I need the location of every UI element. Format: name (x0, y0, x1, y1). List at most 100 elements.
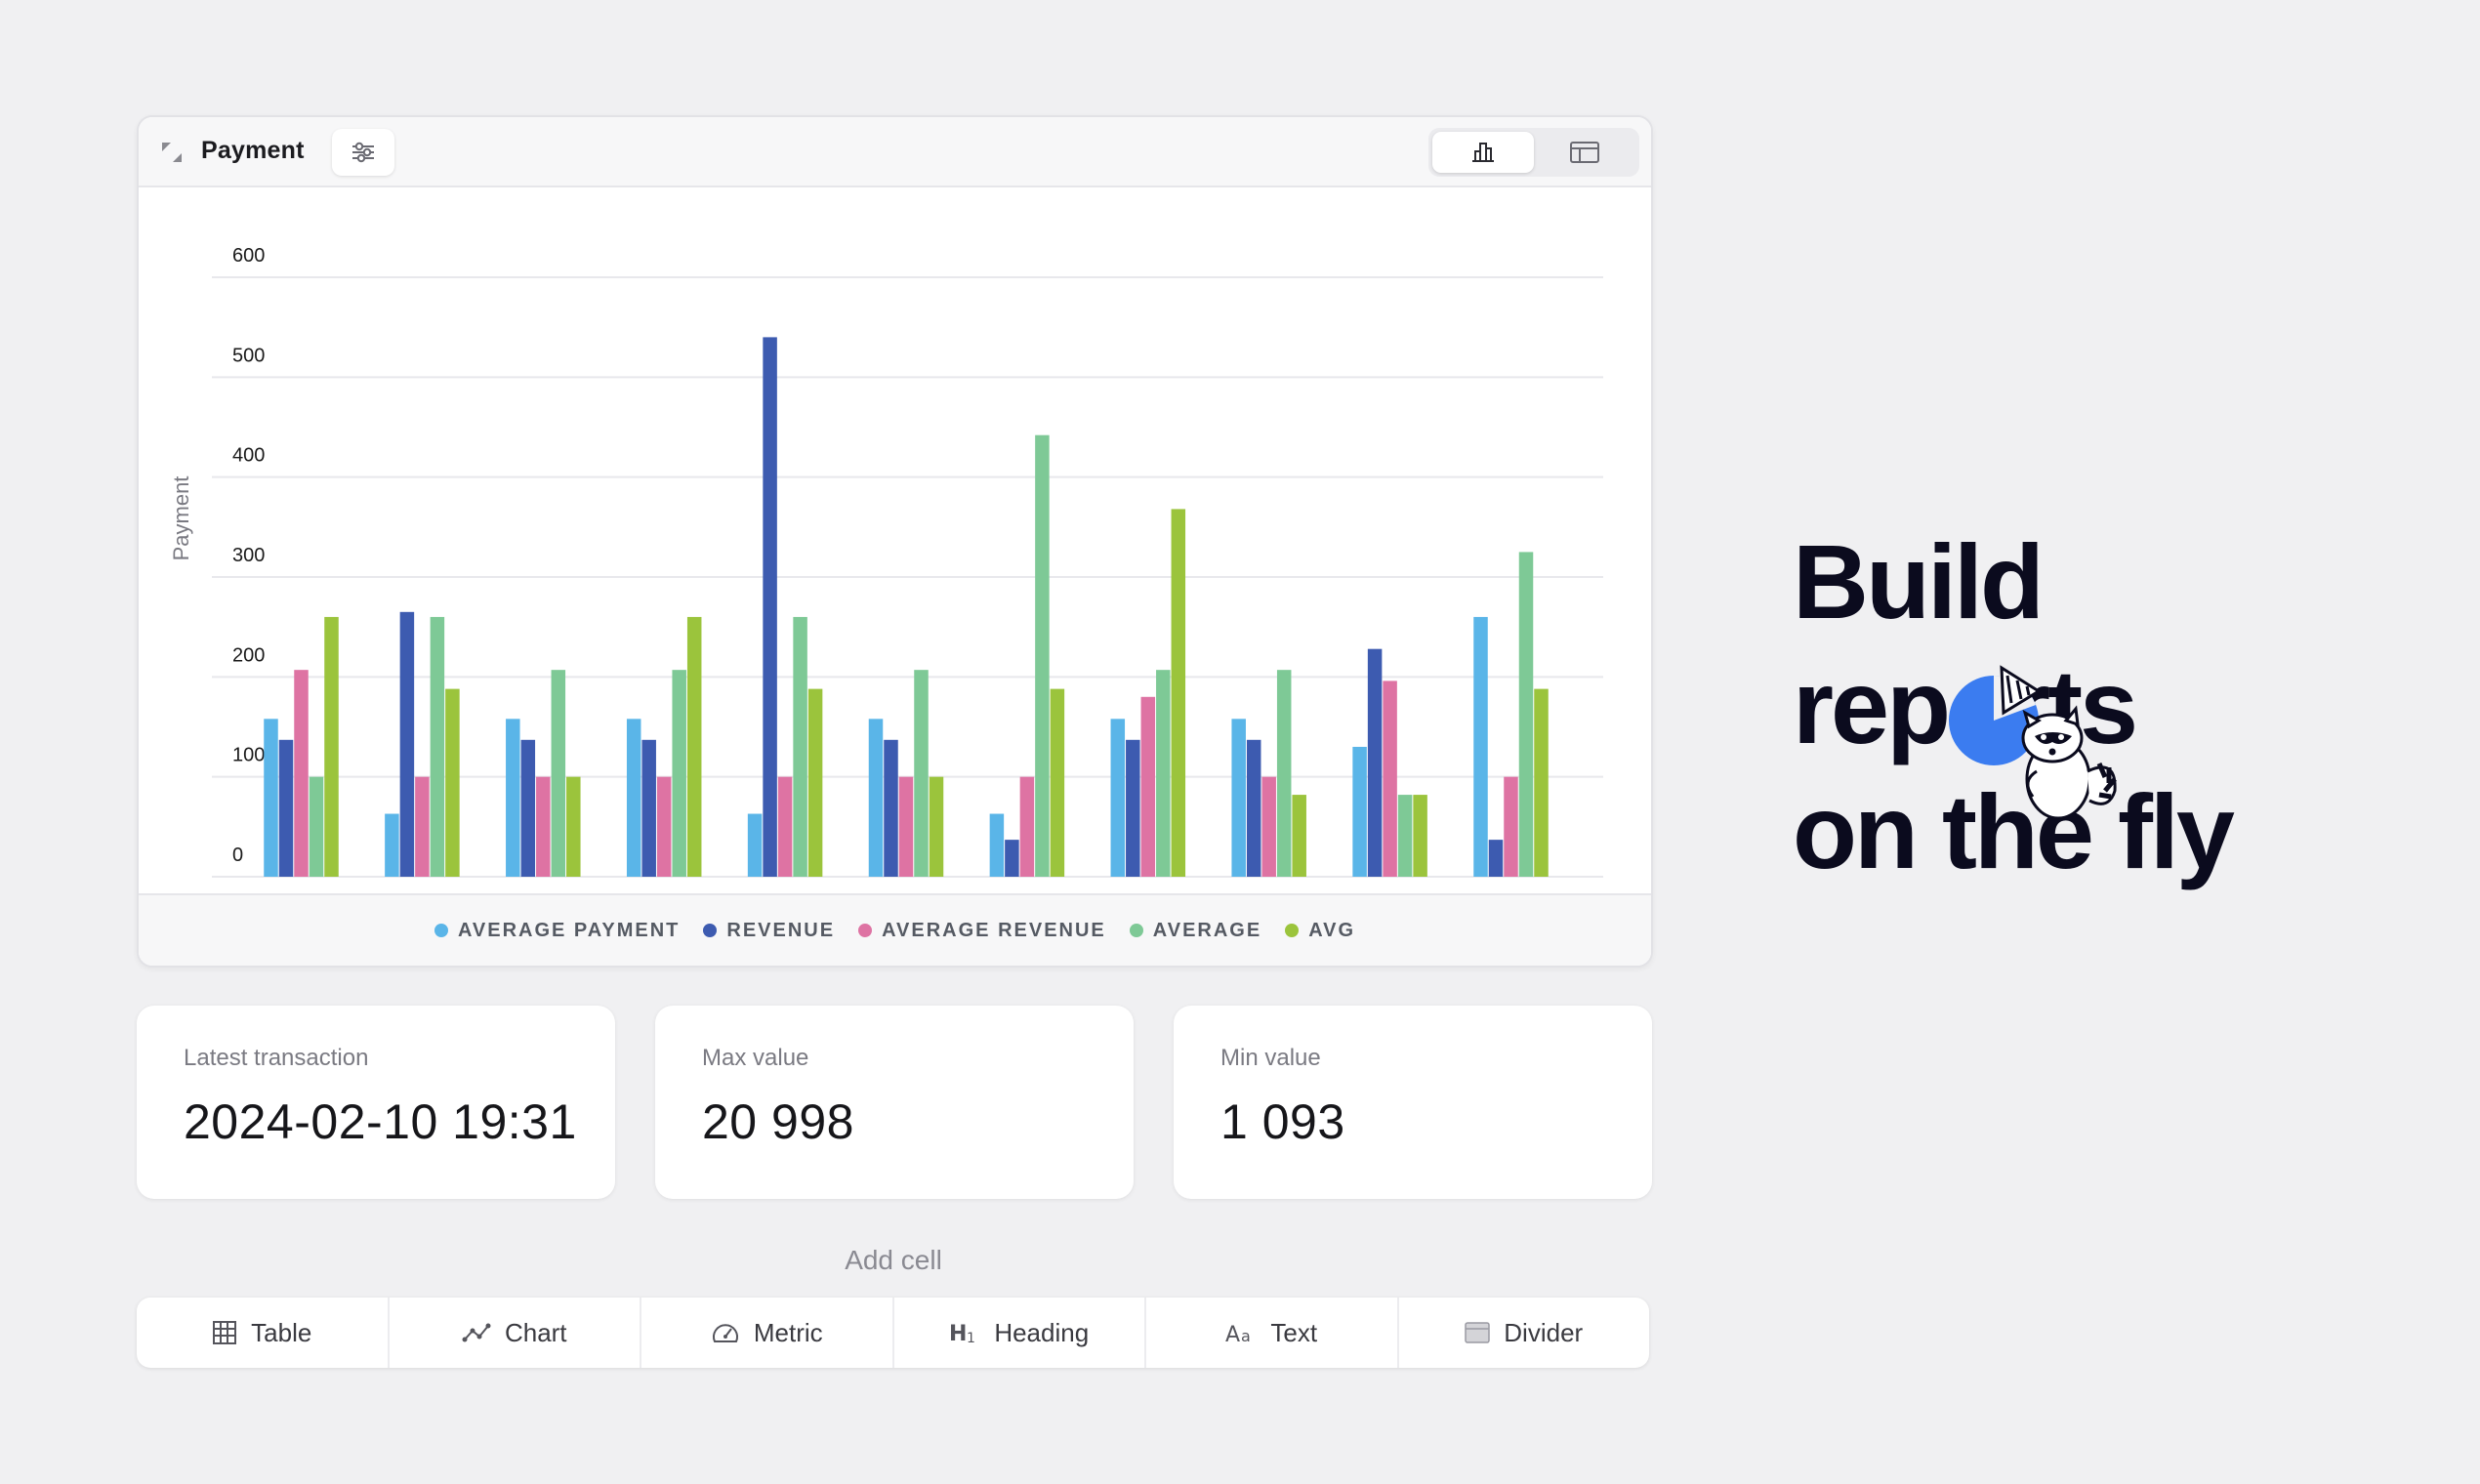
bar (1171, 509, 1186, 877)
legend-label: AVERAGE REVENUE (882, 919, 1106, 941)
y-tick-label: 200 (232, 644, 265, 666)
divider-icon (1465, 1322, 1491, 1343)
chart-legend: AVERAGE PAYMENT REVENUE AVERAGE REVENUE AVE… (139, 893, 1651, 966)
bar-chart: 0 100 200 300 400 500 600 Payment 2004 2005 2006 20… (169, 245, 1603, 895)
metric-label: Latest transaction (184, 1045, 369, 1071)
bar (868, 719, 884, 877)
bar (929, 776, 944, 877)
x-tick-label: 2011 (1247, 890, 1293, 895)
bar (1488, 840, 1504, 877)
bar (1035, 434, 1050, 877)
bar (1246, 739, 1261, 877)
x-tick-label: 2008 (762, 890, 809, 895)
card-header: Payment (139, 117, 1651, 187)
bar (1473, 616, 1488, 877)
bar (807, 688, 823, 877)
bar (1140, 696, 1156, 877)
metric-card-latest-transaction[interactable]: Latest transaction 2024-02-10 19:31 (137, 1006, 615, 1199)
bar (1019, 776, 1035, 877)
legend-item[interactable]: AVG (1285, 920, 1355, 942)
view-toggle (1428, 128, 1639, 177)
bar (430, 616, 445, 877)
legend-label: AVG (1308, 919, 1356, 941)
bar (385, 813, 399, 877)
x-tick-label: 2008 (883, 890, 930, 895)
x-tick-label: 2006 (519, 890, 567, 895)
bar (1156, 670, 1171, 877)
bar (763, 337, 777, 877)
legend-item[interactable]: AVERAGE (1129, 920, 1261, 942)
legend-label: AVERAGE PAYMENT (457, 919, 681, 941)
bar (1397, 795, 1413, 877)
bar (626, 719, 641, 877)
metric-card-max-value[interactable]: Max value 20 998 (655, 1006, 1134, 1199)
add-cell-label: Add cell (845, 1245, 942, 1275)
svg-text:1: 1 (967, 1331, 975, 1344)
payment-chart-card: Payment (137, 115, 1653, 968)
add-metric-button[interactable]: Metric (641, 1298, 894, 1368)
bar (1005, 840, 1019, 877)
bar (793, 616, 807, 877)
bar (747, 813, 763, 877)
bar (1383, 680, 1397, 877)
bar (1110, 719, 1126, 877)
add-chart-button[interactable]: Chart (390, 1298, 641, 1368)
raccoon-pie-icon (1949, 665, 2117, 820)
gauge-icon (712, 1324, 738, 1342)
add-cell-toolbar: Table Chart Metric H 1 Heading A a Text (137, 1298, 1649, 1368)
legend-item[interactable]: AVERAGE PAYMENT (434, 920, 680, 942)
chart-view-button[interactable] (1432, 132, 1534, 173)
add-text-label: Text (1270, 1317, 1318, 1347)
bar (1231, 719, 1246, 877)
legend-item[interactable]: AVERAGE REVENUE (858, 920, 1106, 942)
bar (520, 739, 536, 877)
add-heading-button[interactable]: H 1 Heading (894, 1298, 1146, 1368)
line-chart-icon (462, 1323, 491, 1342)
metric-card-min-value[interactable]: Min value 1 093 (1174, 1006, 1652, 1199)
legend-item[interactable]: REVENUE (703, 920, 835, 942)
table-view-button[interactable] (1534, 132, 1635, 173)
legend-swatch (434, 924, 448, 937)
bar-chart-icon (1472, 143, 1494, 162)
bar (278, 739, 294, 877)
table-icon (1570, 142, 1599, 163)
sliders-icon (352, 142, 374, 163)
hero-line-3: on the fly (1793, 772, 2235, 890)
add-chart-label: Chart (504, 1317, 567, 1347)
add-divider-button[interactable]: Divider (1399, 1298, 1650, 1368)
bar (1534, 688, 1549, 877)
bar (1126, 739, 1140, 877)
add-table-button[interactable]: Table (137, 1298, 390, 1368)
bar (551, 670, 566, 877)
hero-line-1: Build (1793, 522, 2045, 640)
resize-corner-icon[interactable] (160, 141, 184, 164)
add-text-button[interactable]: A a Text (1146, 1298, 1399, 1368)
heading-icon: H 1 (949, 1322, 975, 1344)
card-title: Payment (201, 137, 305, 164)
y-tick-label: 500 (232, 345, 265, 366)
legend-swatch (1129, 924, 1143, 937)
x-tick-label: 2010 (1125, 890, 1173, 895)
bar (1261, 776, 1276, 877)
x-tick-label: 2004 (278, 890, 326, 895)
bar (506, 719, 520, 877)
bar (777, 776, 793, 877)
bar (686, 616, 702, 877)
bar (399, 611, 415, 877)
legend-swatch (1285, 924, 1300, 937)
bar (914, 670, 929, 877)
bar (641, 739, 656, 877)
y-tick-label: 100 (232, 745, 265, 766)
svg-text:A: A (1225, 1323, 1240, 1344)
bar (1292, 795, 1306, 877)
text-icon: A a (1225, 1323, 1251, 1344)
chart-settings-button[interactable] (332, 129, 394, 176)
add-heading-label: Heading (994, 1317, 1090, 1347)
add-metric-label: Metric (753, 1317, 823, 1347)
legend-swatch (703, 924, 718, 937)
add-table-label: Table (251, 1317, 312, 1347)
y-tick-label: 400 (232, 445, 265, 467)
y-axis-label: Payment (169, 476, 193, 561)
bar (294, 670, 309, 877)
bar (672, 670, 686, 877)
